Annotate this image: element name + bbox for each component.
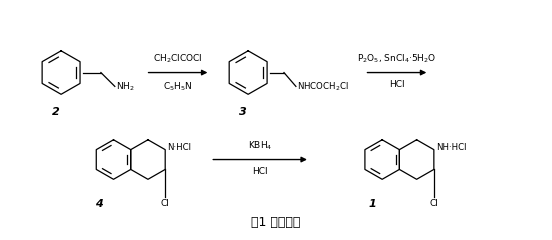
Text: Cl: Cl <box>161 199 169 208</box>
Text: NH·HCl: NH·HCl <box>436 143 466 152</box>
Text: HCl: HCl <box>252 168 268 176</box>
Text: P$_2$O$_5$, SnCl$_4$·5H$_2$O: P$_2$O$_5$, SnCl$_4$·5H$_2$O <box>357 52 437 65</box>
Text: HCl: HCl <box>389 80 405 90</box>
Text: 图1 合成路线: 图1 合成路线 <box>251 216 301 229</box>
Text: NHCOCH$_2$Cl: NHCOCH$_2$Cl <box>297 80 349 93</box>
Text: KBH$_4$: KBH$_4$ <box>248 139 272 152</box>
Text: N·HCl: N·HCl <box>167 143 191 152</box>
Text: CH$_2$ClCOCl: CH$_2$ClCOCl <box>153 52 203 65</box>
Text: C$_5$H$_5$N: C$_5$H$_5$N <box>163 80 193 93</box>
Text: Cl: Cl <box>429 199 438 208</box>
Text: 3: 3 <box>239 107 247 117</box>
Text: NH$_2$: NH$_2$ <box>116 80 135 93</box>
Text: 1: 1 <box>368 199 376 209</box>
Text: 2: 2 <box>52 107 60 117</box>
Text: 4: 4 <box>95 199 103 209</box>
